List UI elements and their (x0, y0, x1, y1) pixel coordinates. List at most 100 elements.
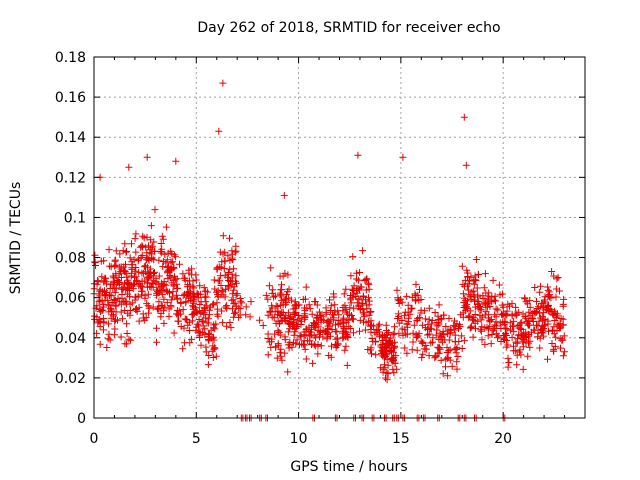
data-point (432, 352, 439, 360)
data-point (197, 290, 205, 298)
data-point (238, 299, 246, 307)
data-point (343, 361, 351, 369)
data-point (107, 305, 115, 313)
data-point (471, 296, 479, 304)
data-point (215, 263, 223, 271)
data-point (155, 256, 163, 264)
data-point (331, 308, 339, 316)
data-point (326, 332, 334, 340)
data-point (214, 293, 222, 301)
data-point (309, 359, 317, 367)
data-point (412, 334, 420, 342)
data-point (460, 113, 468, 121)
data-point (153, 324, 160, 332)
data-point (355, 296, 363, 304)
data-point (518, 319, 526, 327)
data-point (289, 305, 297, 313)
data-point (167, 259, 175, 267)
data-point (537, 282, 545, 290)
data-point (412, 280, 420, 288)
data-point (421, 315, 429, 323)
data-point (499, 303, 507, 311)
data-point (112, 247, 120, 255)
data-point (525, 321, 533, 329)
data-point (454, 353, 462, 360)
data-point (160, 319, 168, 327)
data-point (97, 257, 105, 265)
data-point (425, 304, 433, 312)
data-point (172, 157, 180, 165)
data-point (292, 340, 300, 348)
data-point (107, 263, 115, 271)
data-point (138, 269, 146, 277)
data-point (346, 325, 354, 332)
data-point (441, 336, 449, 344)
data-point (256, 316, 264, 324)
data-point (459, 290, 467, 298)
data-point (122, 248, 130, 256)
data-point (407, 305, 415, 313)
data-point (302, 283, 310, 291)
data-point (552, 333, 560, 341)
data-point (438, 331, 446, 339)
data-point (167, 302, 175, 310)
data-point (112, 270, 120, 278)
data-point (435, 319, 443, 327)
data-point (341, 346, 349, 354)
data-point (140, 263, 148, 271)
data-point (343, 333, 351, 341)
data-point (145, 309, 153, 317)
data-point (116, 268, 124, 276)
data-point (148, 242, 156, 250)
data-point (502, 343, 510, 351)
data-point (469, 277, 477, 284)
data-point (433, 326, 441, 334)
data-point (314, 323, 322, 331)
data-point (427, 339, 435, 347)
data-point (391, 323, 398, 331)
data-point (141, 294, 149, 302)
data-point (231, 248, 239, 256)
data-point (117, 263, 125, 271)
data-point (297, 333, 305, 341)
data-point (458, 332, 466, 340)
data-point (549, 311, 557, 319)
data-point (348, 285, 356, 293)
data-point (197, 298, 205, 306)
data-point (526, 343, 534, 351)
data-point (125, 163, 133, 171)
data-point (158, 232, 166, 240)
data-point (285, 285, 293, 293)
data-point (363, 301, 371, 309)
data-point (147, 222, 155, 230)
data-point (408, 304, 416, 312)
data-point (492, 330, 500, 338)
data-point (515, 348, 523, 356)
data-point (395, 300, 403, 307)
data-point (222, 303, 230, 311)
data-point (314, 342, 322, 350)
data-point (381, 361, 388, 369)
data-point (205, 337, 213, 345)
data-point (519, 343, 527, 351)
data-point (139, 232, 147, 240)
data-point (264, 311, 272, 319)
data-point (182, 297, 190, 305)
data-point (390, 329, 398, 337)
data-point (214, 287, 222, 295)
data-point (393, 286, 401, 294)
data-point (144, 290, 152, 298)
data-point (397, 295, 405, 303)
data-point (360, 293, 367, 301)
data-point (196, 334, 204, 341)
data-point (96, 340, 104, 348)
data-point (466, 292, 474, 300)
data-point (277, 286, 285, 294)
data-point (284, 271, 292, 279)
data-point (489, 327, 497, 335)
data-point (207, 326, 215, 334)
data-point (354, 151, 362, 159)
data-point (162, 287, 170, 295)
data-point (214, 277, 222, 285)
data-point (404, 301, 412, 309)
